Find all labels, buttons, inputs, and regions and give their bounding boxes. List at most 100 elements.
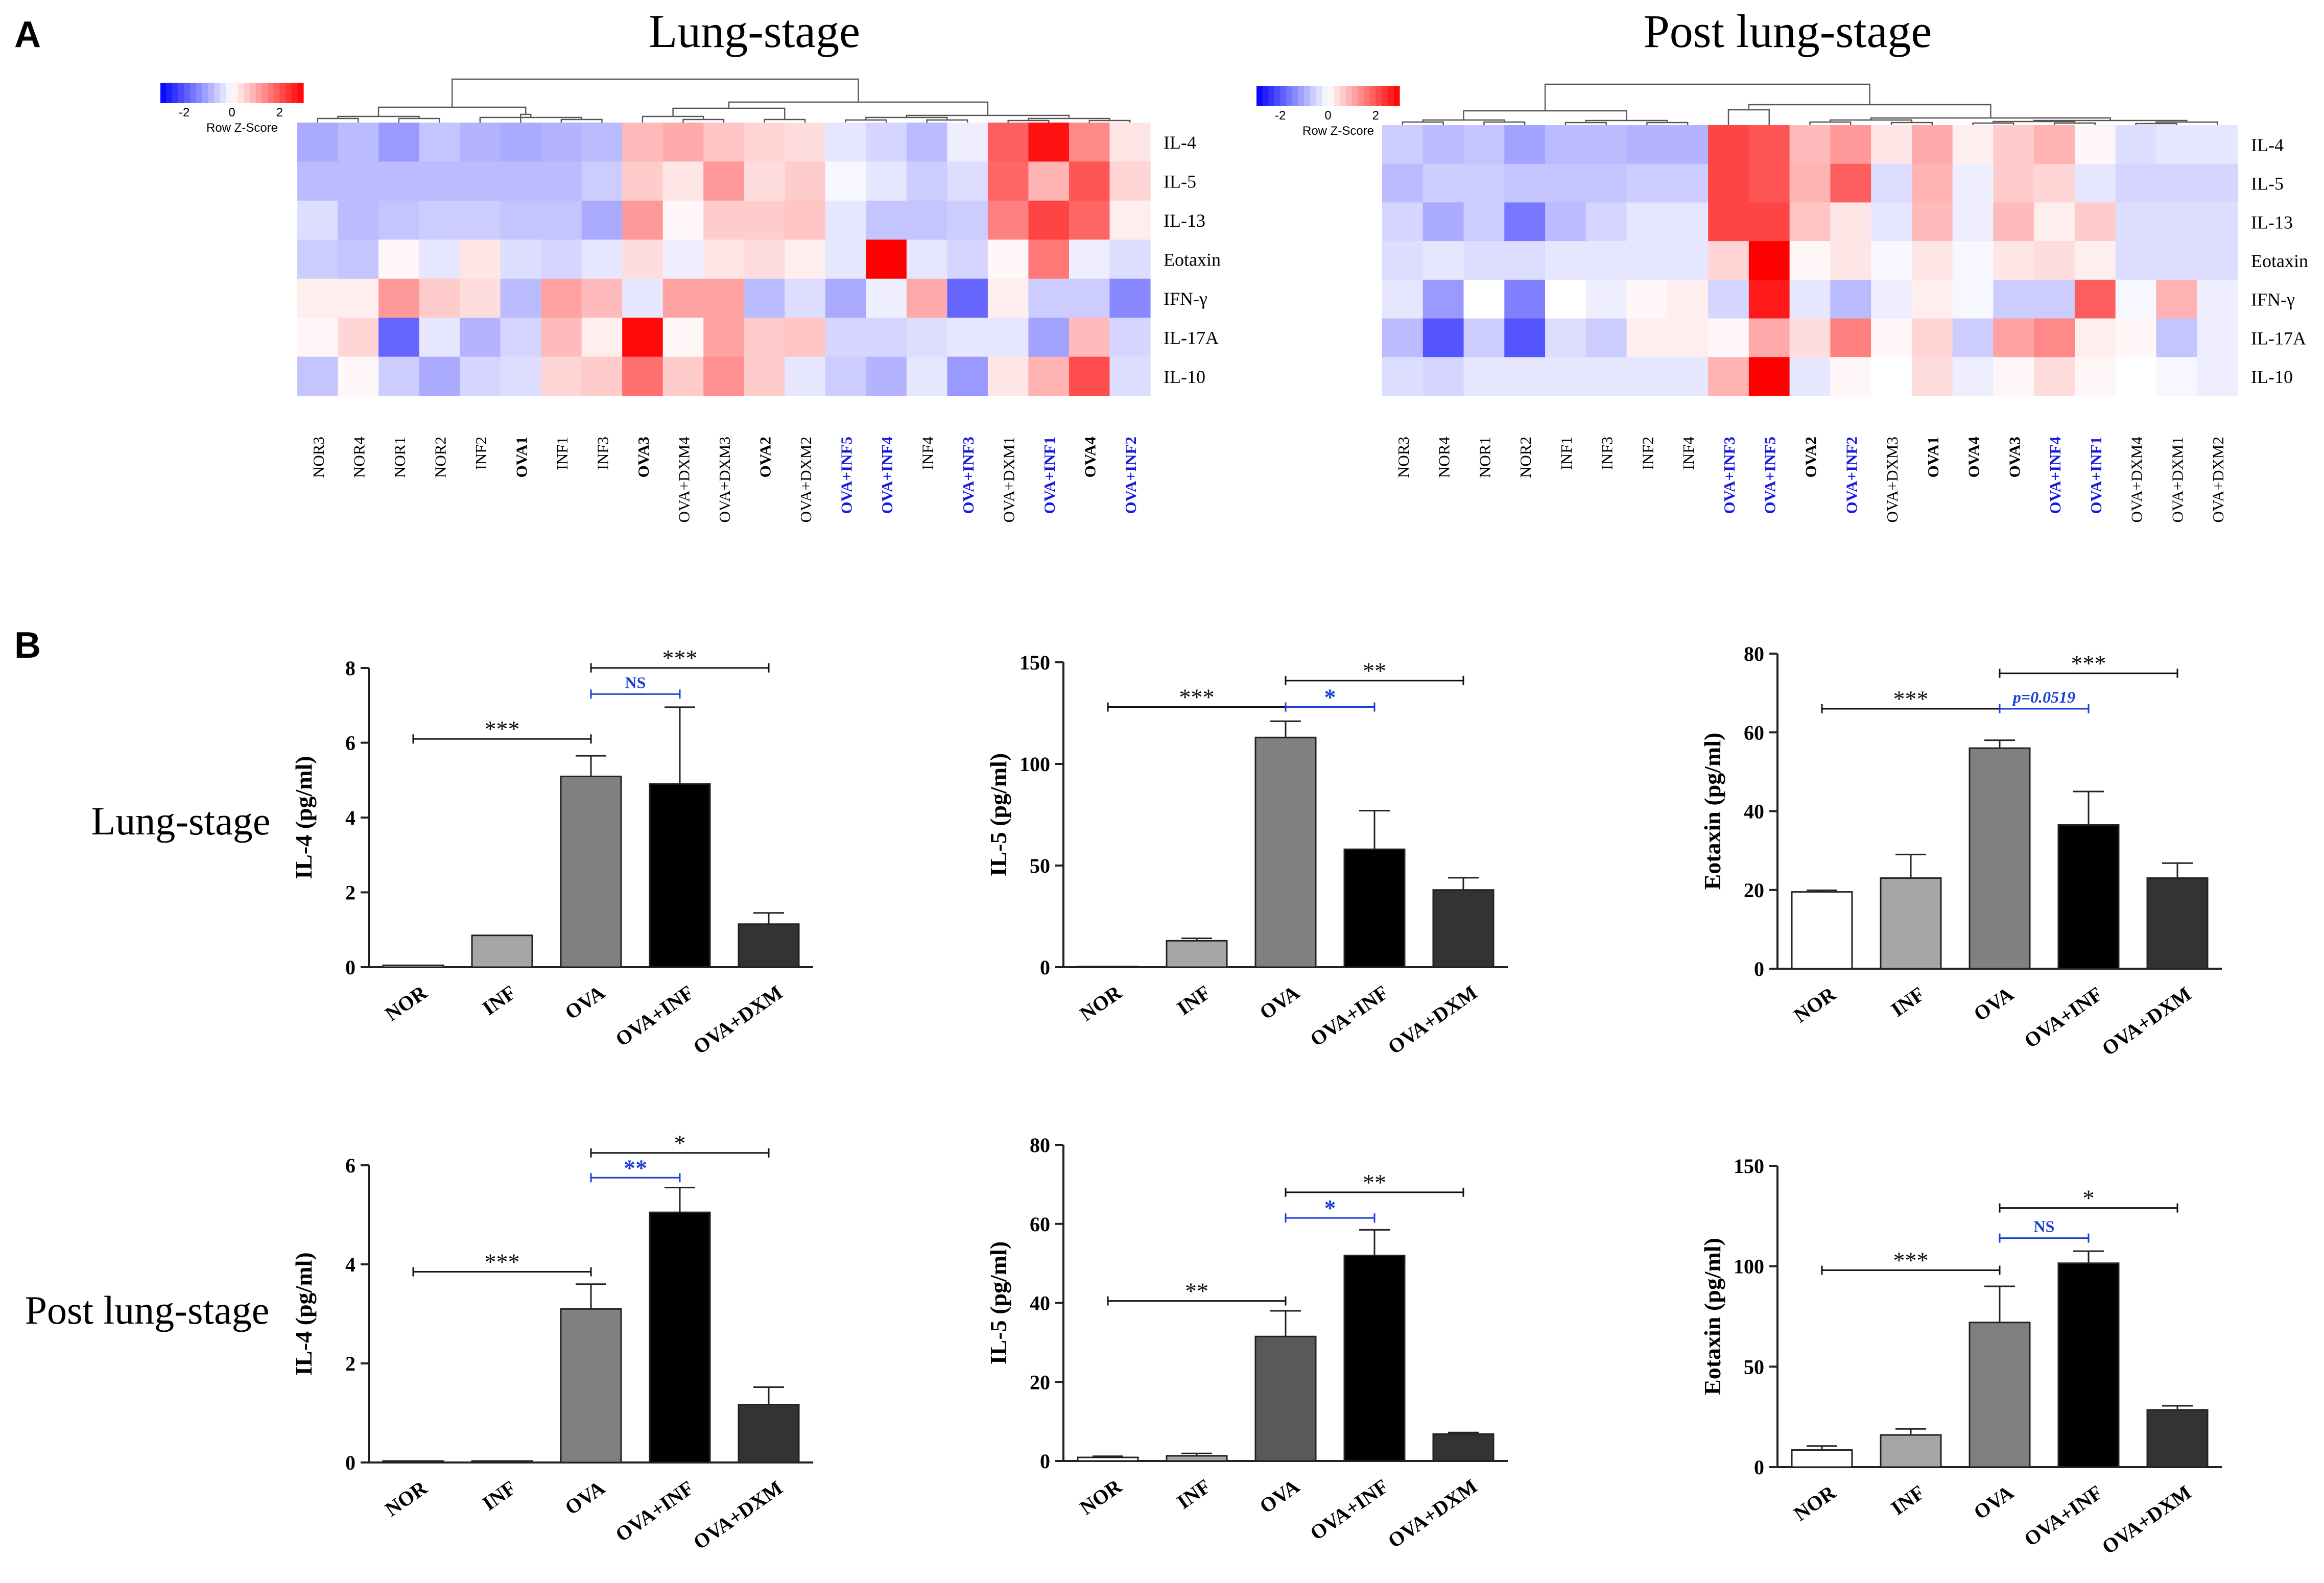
heatmap-column-label: INF1 <box>553 437 571 470</box>
heatmap-cell <box>338 318 379 357</box>
heatmap-cell <box>1911 241 1953 280</box>
heatmap-cell <box>1626 318 1668 357</box>
y-axis-title: IL-5 (pg/ml) <box>985 753 1011 877</box>
heatmap-cell <box>947 239 988 279</box>
row-label-lung-stage: Lung-stage <box>91 799 271 843</box>
heatmap-cell <box>662 278 704 318</box>
heatmap-column-label: OVA4 <box>1965 437 1983 477</box>
heatmap-cell <box>744 278 785 318</box>
significance-label: p=0.0519 <box>2011 688 2075 706</box>
heatmap-cell <box>1708 318 1749 357</box>
heatmap-cell <box>1109 123 1151 162</box>
y-tick-label: 80 <box>1744 642 1764 665</box>
heatmap-cell <box>297 278 339 318</box>
heatmap-cell <box>1993 318 2034 357</box>
heatmap-cell <box>460 318 501 357</box>
color-key-tick: 0 <box>228 106 235 119</box>
heatmap-cell <box>2197 202 2238 242</box>
heatmap-column-label: OVA+INF1 <box>2087 437 2105 514</box>
y-tick-label: 100 <box>1019 753 1050 776</box>
heatmap-row-label: IL-13 <box>2251 212 2293 232</box>
heatmap-cell <box>297 318 339 357</box>
heatmap-cell <box>2074 279 2116 319</box>
heatmap-cell <box>662 356 704 396</box>
heatmap-column-label: OVA+INF5 <box>838 437 856 514</box>
heatmap-column-label: OVA+DXM4 <box>2128 437 2146 523</box>
bar-3 <box>1343 848 1406 968</box>
bar-4 <box>1432 889 1495 968</box>
heatmap-cell <box>1993 279 2034 319</box>
heatmap-cell <box>1585 318 1627 357</box>
heatmap-cell <box>1382 202 1424 242</box>
heatmap-column-label: INF3 <box>594 437 611 470</box>
heatmap-cell <box>541 239 582 279</box>
heatmap-cell <box>1871 163 1912 203</box>
color-key-swatch <box>1280 86 1287 106</box>
heatmap-cell <box>662 200 704 240</box>
heatmap-cell <box>1871 318 1912 357</box>
heatmap-row-label: IL-17A <box>1164 327 1219 348</box>
heatmap-cell <box>378 278 420 318</box>
y-axis-title: IL-4 (pg/ml) <box>291 1252 317 1376</box>
y-tick-label: 60 <box>1744 721 1764 744</box>
heatmap-cell <box>785 239 826 279</box>
heatmap-cell <box>2197 241 2238 280</box>
panel-a-label: A <box>14 14 41 55</box>
heatmap-cell <box>1830 163 1871 203</box>
y-tick-label: 0 <box>345 1451 355 1474</box>
heatmap-cell <box>947 278 988 318</box>
heatmap-cell <box>1708 357 1749 396</box>
heatmap-cell <box>744 318 785 357</box>
bar-3 <box>2057 1262 2120 1468</box>
heatmap-cell <box>703 239 745 279</box>
heatmap-cell <box>1667 163 1709 203</box>
heatmap-cell <box>1952 357 1994 396</box>
heatmap-cell <box>2156 279 2197 319</box>
heatmap-cell <box>460 239 501 279</box>
heatmap-column-label: NOR3 <box>1394 437 1412 478</box>
heatmap-lung-stage: Lung-stage -2 0 2 Row Z-Score IL-4 IL-5 IL-13 Eo… <box>160 5 1221 523</box>
color-key-swatch <box>1292 86 1299 106</box>
y-tick-label: 20 <box>1744 879 1764 902</box>
heatmap-cell <box>785 161 826 201</box>
heatmap-column-label: OVA2 <box>1802 437 1820 477</box>
heatmap-cell <box>2197 163 2238 203</box>
heatmap-cell <box>1463 279 1505 319</box>
heatmap-cell <box>1911 125 1953 164</box>
bar-3 <box>649 1211 711 1464</box>
heatmap-cell <box>744 123 785 162</box>
y-tick-label: 4 <box>345 806 355 829</box>
heatmap-cell <box>338 123 379 162</box>
heatmap-cell <box>2115 279 2157 319</box>
color-key-swatch <box>1351 86 1358 106</box>
bar-2 <box>1254 1335 1317 1462</box>
bar-1 <box>471 1460 533 1464</box>
y-tick-label: 80 <box>1030 1134 1050 1157</box>
heatmap-cell <box>1545 357 1586 396</box>
heatmap-cell <box>825 239 866 279</box>
heatmap-cell <box>785 278 826 318</box>
bar-4 <box>738 1404 800 1464</box>
heatmap-cell <box>1993 241 2034 280</box>
heatmap-cell <box>1585 125 1627 164</box>
bar-1 <box>1166 940 1228 968</box>
heatmap-cell <box>338 200 379 240</box>
heatmap-cell <box>1545 202 1586 242</box>
heatmap-column-label: OVA+INF1 <box>1040 437 1058 514</box>
bar-3 <box>649 783 711 968</box>
heatmap-cell <box>703 356 745 396</box>
significance-label: * <box>2083 1185 2095 1211</box>
heatmap-cell <box>1748 318 1790 357</box>
y-tick-label: 100 <box>1734 1255 1764 1278</box>
heatmap-cell <box>1667 279 1709 319</box>
heatmap-cell <box>622 318 663 357</box>
heatmap-cell <box>1422 202 1464 242</box>
heatmap-cell <box>1585 279 1627 319</box>
heatmap-cell <box>541 123 582 162</box>
significance-label: *** <box>2071 651 2106 677</box>
heatmap-cell <box>1667 357 1709 396</box>
y-tick-label: 20 <box>1030 1371 1050 1394</box>
heatmap-cell <box>866 161 907 201</box>
y-axis-title: Eotaxin (pg/ml) <box>1699 733 1725 890</box>
